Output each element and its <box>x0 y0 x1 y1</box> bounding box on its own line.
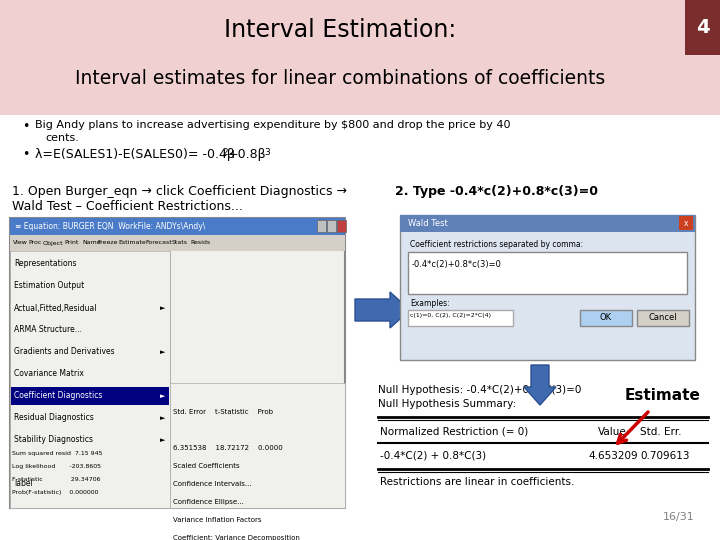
Bar <box>679 216 693 230</box>
Text: cents.: cents. <box>45 133 79 143</box>
Bar <box>408 252 687 294</box>
Bar <box>11 387 169 405</box>
Bar <box>408 310 513 326</box>
Text: -0.4*C(2) + 0.8*C(3): -0.4*C(2) + 0.8*C(3) <box>380 451 486 461</box>
Text: Residual Diagnostics: Residual Diagnostics <box>14 414 94 422</box>
Bar <box>327 220 336 232</box>
Text: Prob(F-statistic)    0.000000: Prob(F-statistic) 0.000000 <box>12 490 99 495</box>
Text: View: View <box>13 240 28 246</box>
Text: 6.351538    18.72172    0.0000: 6.351538 18.72172 0.0000 <box>173 445 283 451</box>
Bar <box>10 235 345 251</box>
Text: Covariance Matrix: Covariance Matrix <box>14 369 84 379</box>
Text: Estimate: Estimate <box>118 240 145 246</box>
Text: Name: Name <box>82 240 101 246</box>
Text: -0.4*c(2)+0.8*c(3)=0: -0.4*c(2)+0.8*c(3)=0 <box>412 260 502 269</box>
Text: Representations: Representations <box>14 260 76 268</box>
Text: Gradients and Derivatives: Gradients and Derivatives <box>14 348 114 356</box>
Bar <box>580 310 632 326</box>
Text: ≡ Equation: BURGER EQN  WorkFile: ANDYs\Andy\: ≡ Equation: BURGER EQN WorkFile: ANDYs\A… <box>15 222 205 231</box>
Text: Wald Test: Wald Test <box>408 219 448 228</box>
Text: Confidence Ellipse...: Confidence Ellipse... <box>173 499 244 505</box>
Text: Confidence Intervals...: Confidence Intervals... <box>173 481 251 487</box>
Text: c(1)=0, C(2), C(2)=2*C(4): c(1)=0, C(2), C(2)=2*C(4) <box>410 313 491 318</box>
FancyArrow shape <box>524 365 556 405</box>
Text: ►: ► <box>160 305 166 311</box>
Text: •: • <box>22 148 30 161</box>
Text: F-statistic              29.34706: F-statistic 29.34706 <box>12 477 101 482</box>
Text: ►: ► <box>160 415 166 421</box>
Text: Print: Print <box>64 240 78 246</box>
Text: Null Hypothesis Summary:: Null Hypothesis Summary: <box>378 399 516 409</box>
Text: Stability Diagnostics: Stability Diagnostics <box>14 435 93 444</box>
Text: 4: 4 <box>696 18 709 37</box>
Text: 3: 3 <box>264 148 270 157</box>
Bar <box>0 0 720 115</box>
Bar <box>10 218 345 508</box>
Text: Actual,Fitted,Residual: Actual,Fitted,Residual <box>14 303 97 313</box>
Text: +0.8β: +0.8β <box>228 148 266 161</box>
Text: ARMA Structure...: ARMA Structure... <box>14 326 82 334</box>
Text: Std. Err.: Std. Err. <box>640 427 682 437</box>
Text: Normalized Restriction (= 0): Normalized Restriction (= 0) <box>380 427 528 437</box>
Text: 16/31: 16/31 <box>663 512 695 522</box>
Bar <box>400 215 695 232</box>
Text: 2. Type -0.4*c(2)+0.8*c(3)=0: 2. Type -0.4*c(2)+0.8*c(3)=0 <box>395 185 598 198</box>
Bar <box>400 215 695 360</box>
Text: Interval estimates for linear combinations of coefficients: Interval estimates for linear combinatio… <box>75 69 605 87</box>
Text: Restrictions are linear in coefficients.: Restrictions are linear in coefficients. <box>380 477 575 487</box>
Text: ►: ► <box>160 349 166 355</box>
Text: Scaled Coefficients: Scaled Coefficients <box>173 463 240 469</box>
Text: ►: ► <box>160 393 166 399</box>
Text: Coefficient restrictions separated by comma:: Coefficient restrictions separated by co… <box>410 240 583 249</box>
Text: Interval Estimation:: Interval Estimation: <box>224 18 456 42</box>
Text: 2: 2 <box>222 148 228 157</box>
Text: 1. Open Burger_eqn → click Coefficient Diagnostics →: 1. Open Burger_eqn → click Coefficient D… <box>12 185 347 198</box>
Text: label: label <box>14 480 32 489</box>
Text: Value: Value <box>598 427 626 437</box>
Text: 4.653209: 4.653209 <box>588 451 638 461</box>
Bar <box>10 251 170 508</box>
Text: Wald Test – Coefficient Restrictions...: Wald Test – Coefficient Restrictions... <box>12 200 243 213</box>
Text: Forecast: Forecast <box>145 240 172 246</box>
Text: Estimation Output: Estimation Output <box>14 281 84 291</box>
Text: Object: Object <box>43 240 63 246</box>
Text: x: x <box>684 219 688 227</box>
Text: Null Hypothesis: -0.4*C(2)+0.8*C(3)=0: Null Hypothesis: -0.4*C(2)+0.8*C(3)=0 <box>378 385 581 395</box>
Text: Log likelihood       -203.8605: Log likelihood -203.8605 <box>12 464 101 469</box>
Text: •: • <box>22 120 30 133</box>
Text: Stats: Stats <box>172 240 188 246</box>
Text: Resids: Resids <box>190 240 210 246</box>
Text: Variance Inflation Factors: Variance Inflation Factors <box>173 517 261 523</box>
Text: λ=E(SALES1)-E(SALES0)= -0.4β: λ=E(SALES1)-E(SALES0)= -0.4β <box>35 148 235 161</box>
Bar <box>637 310 689 326</box>
Bar <box>10 218 345 235</box>
Bar <box>317 220 326 232</box>
Text: Examples:: Examples: <box>410 299 449 308</box>
Text: 0.709613: 0.709613 <box>640 451 690 461</box>
Text: Estimate: Estimate <box>625 388 701 403</box>
Text: OK: OK <box>600 314 612 322</box>
Text: Big Andy plans to increase advertising expenditure by $800 and drop the price by: Big Andy plans to increase advertising e… <box>35 120 510 130</box>
Bar <box>685 0 720 55</box>
FancyArrow shape <box>355 292 410 328</box>
Bar <box>337 220 346 232</box>
Text: Sum squared resid  7.15 945: Sum squared resid 7.15 945 <box>12 451 102 456</box>
Bar <box>170 383 345 508</box>
Text: Proc: Proc <box>28 240 41 246</box>
Text: Coefficient: Variance Decomposition: Coefficient: Variance Decomposition <box>173 535 300 540</box>
Text: ►: ► <box>160 437 166 443</box>
Text: Coefficient Diagnostics: Coefficient Diagnostics <box>14 392 102 401</box>
Text: Cancel: Cancel <box>649 314 678 322</box>
Text: Freeze: Freeze <box>97 240 117 246</box>
Text: Std. Error    t-Statistic    Prob: Std. Error t-Statistic Prob <box>173 409 273 415</box>
